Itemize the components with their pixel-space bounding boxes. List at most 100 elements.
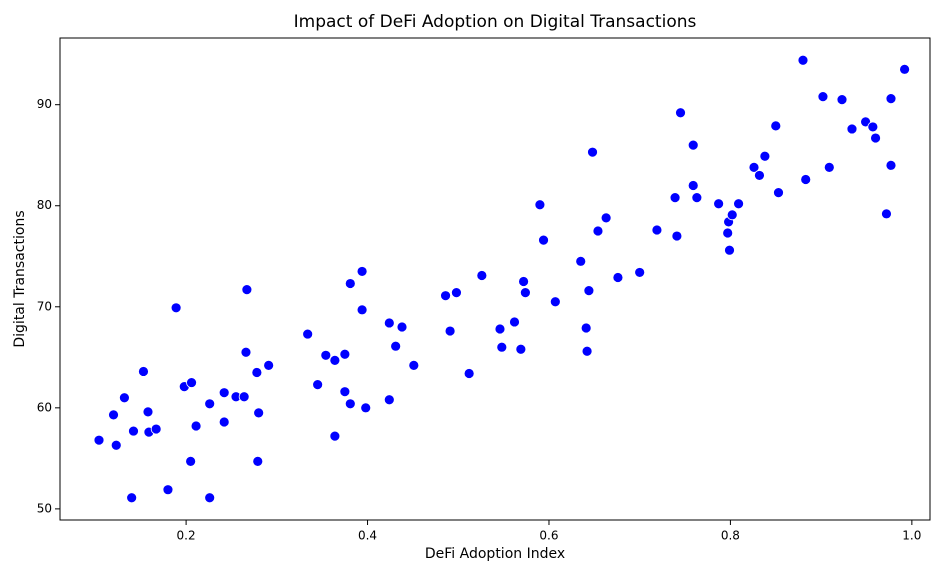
point	[899, 63, 910, 75]
point	[592, 225, 604, 237]
y-tick-label: 50	[37, 501, 52, 515]
point	[867, 121, 879, 133]
y-tick-label: 90	[37, 97, 52, 111]
point	[329, 354, 341, 366]
point	[836, 94, 848, 106]
point	[580, 322, 592, 334]
point	[538, 234, 549, 246]
point	[612, 272, 624, 283]
point	[754, 170, 765, 181]
point	[241, 284, 253, 296]
point	[494, 323, 506, 335]
point	[748, 161, 760, 173]
point	[870, 132, 881, 144]
y-tick-label: 70	[37, 299, 52, 313]
point	[669, 192, 681, 204]
point	[797, 54, 809, 66]
x-tick-label: 1.0	[902, 529, 921, 543]
point	[339, 348, 351, 360]
point	[142, 406, 154, 418]
point	[110, 439, 122, 451]
point	[581, 345, 593, 357]
y-tick-label: 80	[37, 198, 52, 212]
x-tick-label: 0.4	[358, 529, 377, 543]
point	[759, 150, 771, 162]
y-tick-label: 60	[37, 400, 52, 414]
point	[185, 455, 197, 467]
point	[476, 270, 488, 281]
point	[356, 304, 368, 316]
point	[204, 398, 216, 410]
point	[587, 146, 598, 158]
point	[312, 379, 324, 390]
point	[444, 325, 456, 337]
point	[885, 93, 897, 105]
point	[344, 398, 356, 410]
point	[726, 209, 738, 221]
point	[800, 174, 812, 185]
point	[218, 387, 230, 399]
point	[252, 455, 264, 467]
point	[534, 199, 546, 211]
point	[383, 394, 395, 406]
point	[320, 349, 332, 361]
point	[583, 285, 595, 297]
point	[128, 425, 139, 437]
point	[302, 328, 314, 340]
point	[170, 302, 182, 314]
point	[515, 343, 527, 355]
x-tick-label: 0.2	[177, 529, 196, 543]
point	[339, 386, 351, 398]
y-axis-label: Digital Transactions	[12, 210, 28, 347]
point	[253, 407, 265, 419]
point	[509, 316, 520, 328]
point	[138, 366, 149, 377]
point	[634, 267, 646, 278]
point	[496, 341, 508, 353]
point	[722, 227, 734, 239]
point	[344, 278, 356, 289]
point	[408, 359, 420, 371]
point	[238, 391, 250, 403]
point	[263, 359, 275, 371]
point	[108, 409, 119, 421]
point	[600, 212, 612, 224]
point	[823, 161, 835, 173]
point	[360, 402, 372, 414]
point	[150, 423, 162, 435]
point	[440, 290, 451, 302]
point	[549, 296, 561, 308]
point	[390, 340, 402, 352]
point	[675, 107, 686, 119]
point	[519, 287, 531, 299]
point	[356, 266, 368, 277]
point	[773, 187, 784, 199]
point	[126, 492, 138, 504]
point	[518, 276, 529, 287]
point	[396, 321, 408, 333]
point	[329, 430, 341, 442]
point	[93, 434, 105, 446]
point	[846, 123, 858, 135]
point	[119, 392, 130, 404]
point	[651, 224, 663, 236]
point	[451, 287, 462, 299]
point	[713, 198, 725, 210]
point	[383, 317, 395, 329]
point	[186, 377, 197, 388]
point	[204, 492, 216, 504]
point	[671, 230, 683, 242]
point	[687, 139, 699, 151]
point	[251, 367, 263, 378]
point	[817, 91, 829, 103]
point	[575, 255, 587, 267]
point	[190, 420, 202, 432]
x-tick-label: 0.6	[539, 529, 558, 543]
x-tick-label: 0.8	[721, 529, 740, 543]
point	[733, 198, 744, 210]
point	[885, 159, 897, 171]
point	[162, 484, 174, 496]
point	[218, 416, 230, 428]
x-axis-label: DeFi Adoption Index	[425, 546, 565, 562]
